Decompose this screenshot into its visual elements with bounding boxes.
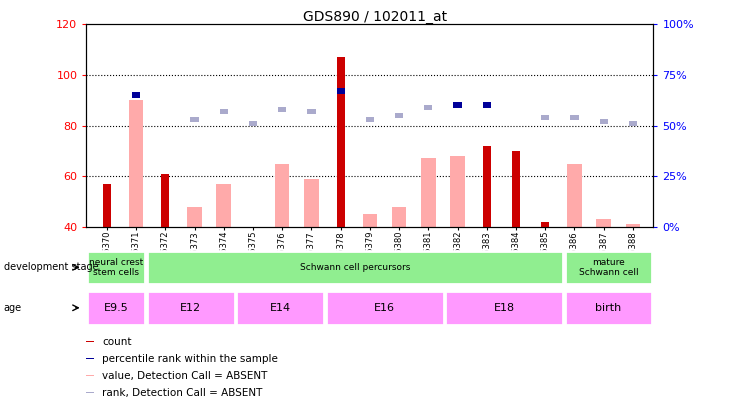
Bar — [629, 121, 637, 126]
Bar — [103, 184, 111, 227]
Bar — [216, 184, 231, 227]
Bar — [147, 291, 234, 324]
Bar — [187, 207, 202, 227]
Bar — [128, 100, 143, 227]
Text: mature
Schwann cell: mature Schwann cell — [579, 258, 638, 277]
Bar — [86, 358, 94, 359]
Bar — [366, 117, 374, 122]
Bar — [567, 164, 582, 227]
Bar — [512, 151, 520, 227]
Text: neural crest
stem cells: neural crest stem cells — [89, 258, 143, 277]
Bar — [483, 102, 491, 109]
Bar — [454, 102, 462, 109]
Bar — [86, 375, 94, 376]
Bar — [249, 121, 257, 126]
Text: development stage: development stage — [4, 262, 98, 272]
Bar — [132, 92, 140, 98]
Bar — [451, 156, 465, 227]
Text: age: age — [4, 303, 22, 313]
Text: GDS890 / 102011_at: GDS890 / 102011_at — [303, 10, 448, 24]
Bar — [304, 179, 318, 227]
Text: E12: E12 — [180, 303, 201, 313]
Bar — [363, 214, 377, 227]
Bar — [275, 164, 289, 227]
Bar — [191, 117, 198, 122]
Bar — [395, 113, 403, 118]
Bar — [86, 392, 94, 393]
Bar — [565, 291, 653, 324]
Bar — [565, 251, 653, 284]
Bar — [541, 115, 549, 120]
Bar — [86, 341, 94, 342]
Text: Schwann cell percursors: Schwann cell percursors — [300, 263, 410, 272]
Text: value, Detection Call = ABSENT: value, Detection Call = ABSENT — [102, 371, 267, 381]
Bar — [454, 103, 462, 108]
Text: E16: E16 — [374, 303, 395, 313]
Bar — [483, 146, 491, 227]
Text: birth: birth — [596, 303, 622, 313]
Bar — [87, 251, 145, 284]
Bar — [445, 291, 563, 324]
Bar — [626, 224, 640, 227]
Bar — [392, 207, 406, 227]
Bar — [541, 222, 549, 227]
Text: E18: E18 — [493, 303, 514, 313]
Bar — [336, 57, 345, 227]
Bar — [599, 119, 608, 124]
Text: percentile rank within the sample: percentile rank within the sample — [102, 354, 278, 364]
Bar — [421, 158, 436, 227]
Bar — [237, 291, 324, 324]
Text: E14: E14 — [270, 303, 291, 313]
Bar — [570, 115, 578, 120]
Bar — [424, 105, 433, 110]
Bar — [326, 291, 444, 324]
Bar — [161, 174, 170, 227]
Bar — [87, 291, 145, 324]
Bar — [147, 251, 563, 284]
Text: count: count — [102, 337, 131, 347]
Bar — [596, 219, 611, 227]
Text: rank, Detection Call = ABSENT: rank, Detection Call = ABSENT — [102, 388, 263, 397]
Text: E9.5: E9.5 — [104, 303, 128, 313]
Bar — [307, 109, 315, 114]
Bar — [278, 107, 286, 112]
Bar — [336, 88, 345, 94]
Bar — [219, 109, 228, 114]
